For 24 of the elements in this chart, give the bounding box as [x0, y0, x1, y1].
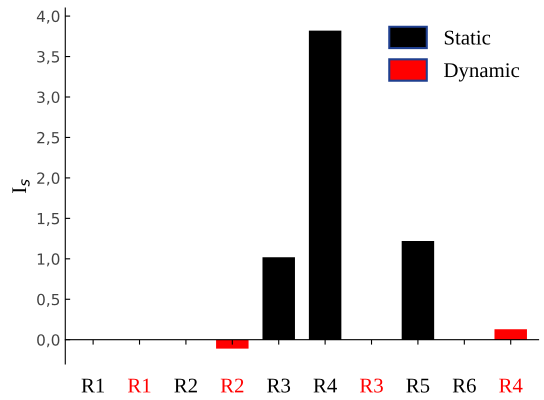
x-tick-label: R2 — [220, 378, 244, 392]
legend-label: Static — [444, 30, 490, 45]
y-axis-title: I$_{s}$ — [12, 179, 30, 193]
x-tick-label: R4 — [314, 378, 337, 392]
x-tick-label: R5 — [406, 378, 430, 393]
y-tick-label: 2,0 — [37, 172, 60, 186]
y-tick-label: 2,5 — [37, 132, 60, 146]
x-tick-label: R6 — [452, 378, 476, 393]
y-tick-label: 3,0 — [37, 91, 60, 105]
y-tick-label: 1,0 — [38, 253, 60, 266]
y-tick-label: 0,0 — [37, 334, 60, 348]
bar — [494, 329, 527, 340]
x-tick-label: R1 — [128, 378, 150, 392]
y-tick-label: 3,5 — [37, 51, 60, 64]
x-tick-label: R2 — [174, 378, 197, 392]
y-tick-label: 1,5 — [38, 213, 60, 226]
y-tick-label: 4,0 — [36, 10, 60, 24]
x-tick-label: R4 — [499, 378, 523, 392]
bar — [216, 340, 249, 349]
x-tick-label: R1 — [82, 378, 104, 392]
legend-label: Dynamic — [444, 63, 520, 82]
y-tick-label: 0,5 — [37, 294, 60, 307]
x-tick-label: R3 — [267, 378, 290, 393]
x-tick-label: R3 — [360, 378, 383, 393]
